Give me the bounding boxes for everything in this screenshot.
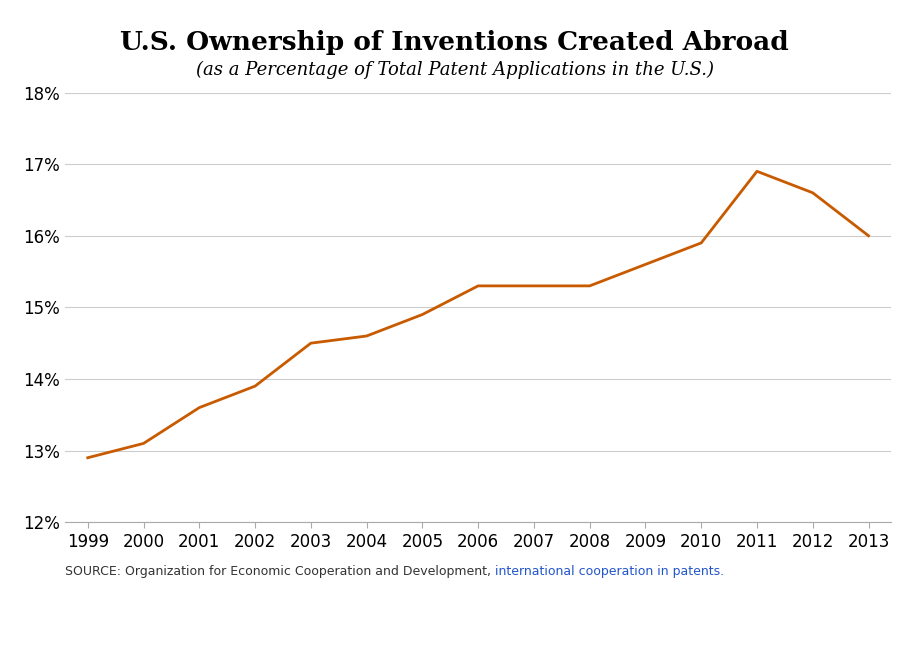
Text: Federal Reserve Bank: Federal Reserve Bank [16, 625, 223, 643]
Text: U.S. Ownership of Inventions Created Abroad: U.S. Ownership of Inventions Created Abr… [120, 30, 789, 56]
Text: St. Louis: St. Louis [286, 625, 373, 643]
Text: F: F [0, 660, 1, 661]
Text: international cooperation in patents.: international cooperation in patents. [495, 565, 724, 578]
Text: SOURCE: Organization for Economic Cooperation and Development,: SOURCE: Organization for Economic Cooper… [65, 565, 495, 578]
Text: (as a Percentage of Total Patent Applications in the U.S.): (as a Percentage of Total Patent Applica… [195, 60, 714, 79]
Text: of: of [259, 625, 276, 643]
